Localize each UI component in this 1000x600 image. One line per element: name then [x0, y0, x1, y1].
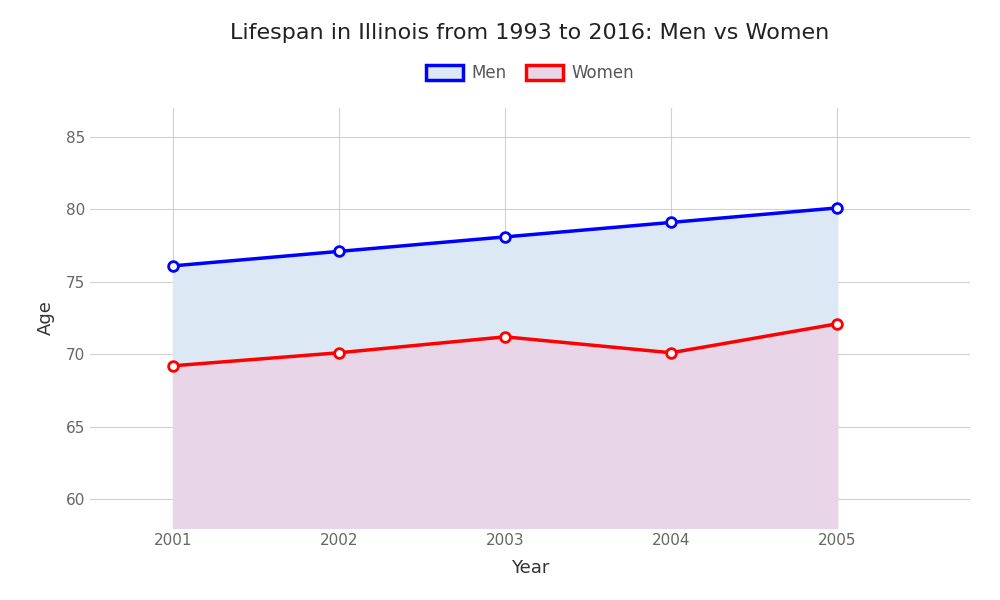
- Title: Lifespan in Illinois from 1993 to 2016: Men vs Women: Lifespan in Illinois from 1993 to 2016: …: [230, 23, 830, 43]
- Legend: Men, Women: Men, Women: [419, 58, 641, 89]
- Y-axis label: Age: Age: [37, 301, 55, 335]
- X-axis label: Year: Year: [511, 559, 549, 577]
